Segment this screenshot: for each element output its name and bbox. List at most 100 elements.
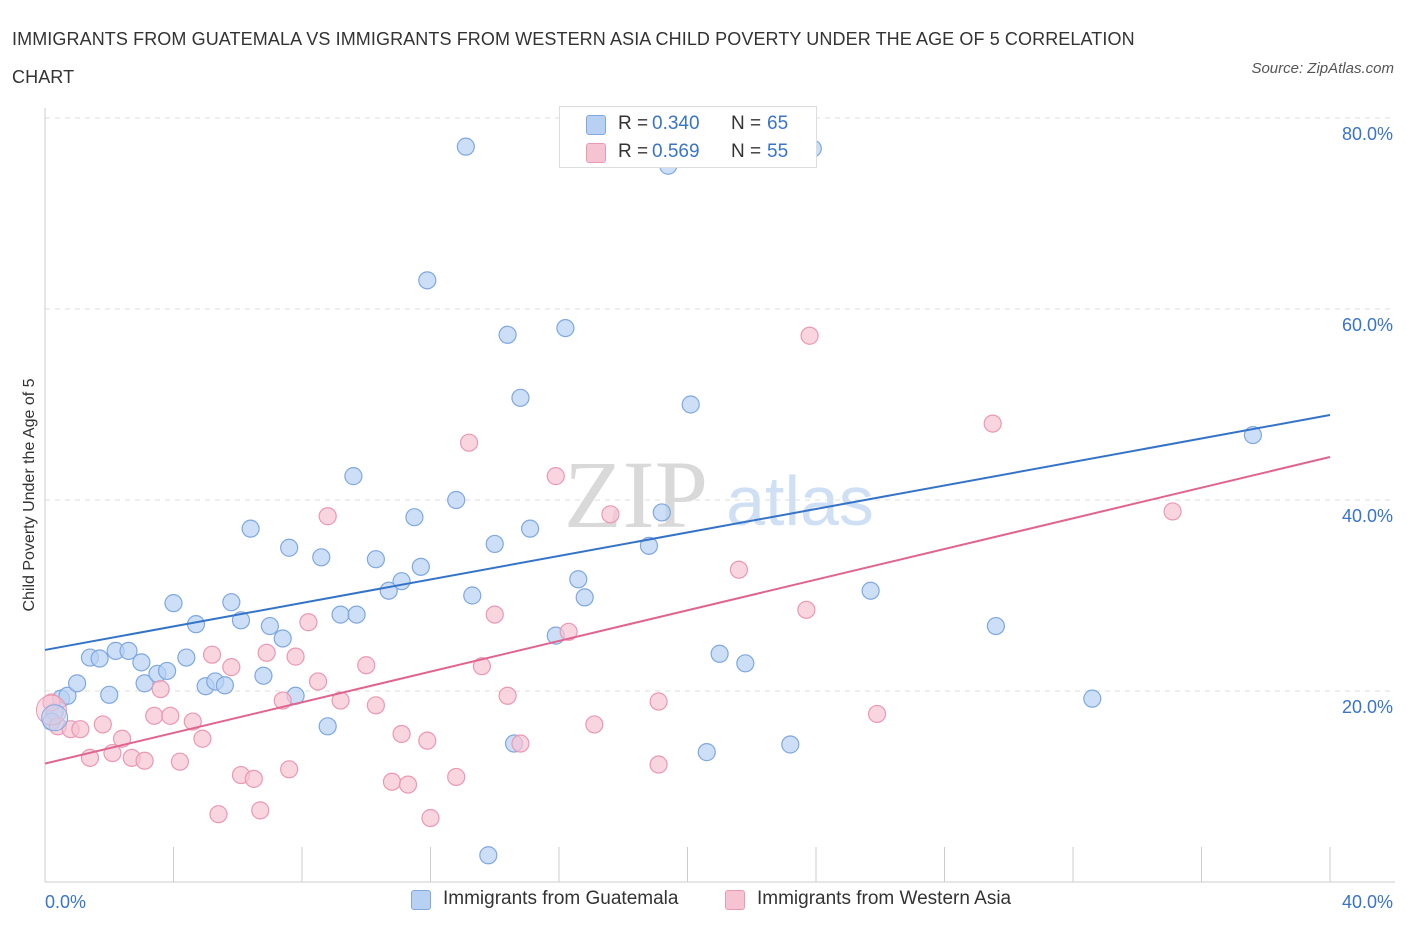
point-guatemala <box>280 538 299 557</box>
point-western-asia <box>867 704 887 724</box>
point-western-asia <box>447 767 466 787</box>
point-western-asia <box>318 507 337 526</box>
point-western-asia <box>511 734 530 753</box>
legend-n-label: N = <box>731 141 762 162</box>
point-western-asia <box>649 692 668 711</box>
point-western-asia <box>308 672 328 691</box>
point-western-asia <box>398 775 418 794</box>
point-guatemala <box>273 629 292 648</box>
source-note: Source: ZipAtlas.com <box>1251 60 1394 77</box>
point-guatemala <box>405 508 424 527</box>
point-western-asia <box>485 605 504 624</box>
point-guatemala <box>681 395 700 414</box>
point-western-asia <box>222 658 241 677</box>
point-guatemala <box>312 548 331 567</box>
tick-labels: 20.0% 40.0% 60.0% 80.0% 0.0% 40.0% <box>45 124 1393 912</box>
point-western-asia <box>729 560 749 579</box>
point-western-asia <box>472 657 491 676</box>
legend-n-label: N = <box>731 113 762 134</box>
point-western-asia <box>151 679 170 699</box>
point-guatemala <box>164 594 183 613</box>
point-western-asia <box>135 751 154 770</box>
legend-r-label: R = <box>618 141 649 162</box>
point-guatemala <box>344 467 363 486</box>
point-guatemala <box>520 519 540 538</box>
point-western-asia <box>273 691 292 710</box>
point-western-asia <box>257 643 276 662</box>
point-guatemala <box>498 325 517 344</box>
point-guatemala <box>575 588 594 607</box>
legend-swatch-blue <box>586 115 606 135</box>
point-guatemala <box>569 570 588 589</box>
legend-n-value: 65 <box>767 113 789 134</box>
point-guatemala <box>100 685 119 704</box>
point-guatemala <box>132 653 151 672</box>
series-legend: Immigrants from Guatemala Immigrants fro… <box>0 886 1406 916</box>
point-guatemala <box>260 616 279 636</box>
point-guatemala <box>135 674 154 693</box>
point-guatemala <box>1083 689 1102 708</box>
x-tick-label-min: 0.0% <box>45 892 86 912</box>
point-western-asia <box>418 731 437 750</box>
point-guatemala <box>639 536 659 555</box>
point-guatemala <box>479 846 498 865</box>
point-guatemala <box>331 605 350 624</box>
point-western-asia <box>585 715 604 734</box>
point-western-asia <box>170 752 190 771</box>
point-guatemala <box>456 137 475 156</box>
point-western-asia <box>280 760 299 779</box>
point-western-asia <box>183 712 202 731</box>
legend-r-value: 0.340 <box>652 113 700 134</box>
point-guatemala <box>222 593 241 612</box>
point-guatemala <box>254 666 273 685</box>
point-western-asia <box>498 686 517 705</box>
watermark: ZIP atlas <box>564 441 874 548</box>
point-western-asia <box>800 326 819 345</box>
watermark-atlas: atlas <box>726 462 874 540</box>
legend-r-value: 0.569 <box>652 141 700 162</box>
point-western-asia <box>71 720 90 739</box>
watermark-zip: ZIP <box>564 441 708 548</box>
point-western-asia <box>299 613 318 632</box>
point-western-asia <box>649 755 668 774</box>
trend-line-guatemala <box>44 414 1331 651</box>
axes <box>44 108 1395 883</box>
series-label: Immigrants from Guatemala <box>443 888 679 909</box>
y-tick-label: 20.0% <box>1342 697 1393 717</box>
point-guatemala <box>861 581 880 600</box>
legend-swatch-pink <box>586 143 606 163</box>
point-guatemala <box>177 648 196 667</box>
point-guatemala <box>119 641 138 660</box>
point-guatemala <box>697 743 716 762</box>
data-points <box>35 137 1263 865</box>
point-guatemala <box>58 686 77 705</box>
point-guatemala <box>68 674 87 693</box>
point-western-asia <box>202 645 222 664</box>
point-guatemala <box>318 717 337 736</box>
point-western-asia <box>983 414 1002 433</box>
legend-box: R = 0.340 N = 65 R = 0.569 N = 55 <box>559 106 817 168</box>
point-western-asia <box>421 808 440 828</box>
y-axis-title: Child Poverty Under the Age of 5 <box>21 378 38 612</box>
point-western-asia <box>366 696 385 715</box>
point-guatemala <box>411 557 430 576</box>
point-western-asia <box>286 647 305 666</box>
point-western-asia <box>559 622 578 641</box>
point-western-asia <box>1163 502 1182 521</box>
point-western-asia <box>459 433 479 452</box>
x-tick-label-max: 40.0% <box>1342 892 1393 912</box>
point-western-asia <box>601 505 620 524</box>
y-tick-label: 40.0% <box>1342 506 1393 526</box>
legend-n-value: 55 <box>767 141 789 162</box>
series-swatch-blue <box>411 890 431 910</box>
point-western-asia <box>244 769 263 788</box>
point-guatemala <box>781 735 800 754</box>
series-label: Immigrants from Western Asia <box>757 888 1012 909</box>
point-guatemala <box>90 649 109 668</box>
chart-title: IMMIGRANTS FROM GUATEMALA VS IMMIGRANTS … <box>12 29 1135 87</box>
y-tick-label: 60.0% <box>1342 315 1393 335</box>
point-guatemala <box>347 605 366 624</box>
grid-lines <box>45 117 1395 692</box>
series-swatch-pink <box>725 890 745 910</box>
